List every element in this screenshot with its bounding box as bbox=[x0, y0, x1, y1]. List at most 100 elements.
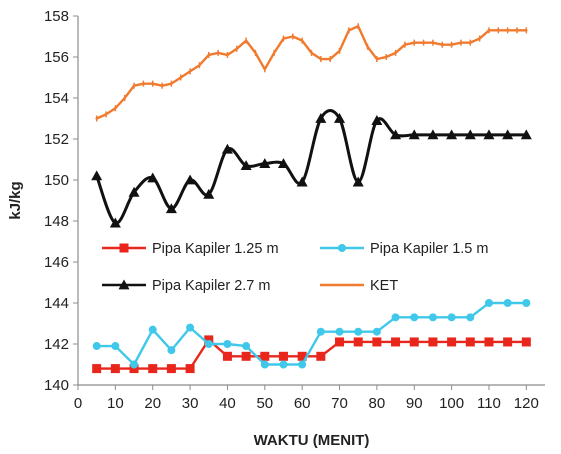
data-point-pipa-kapiler-2-7-m bbox=[427, 129, 439, 140]
series-ket bbox=[95, 23, 528, 122]
data-point-pipa-kapiler-1-25-m bbox=[260, 351, 270, 361]
data-point-pipa-kapiler-1-5-m bbox=[335, 327, 344, 336]
x-tick-label: 10 bbox=[107, 395, 124, 412]
data-point-pipa-kapiler-2-7-m bbox=[91, 170, 103, 181]
data-point-pipa-kapiler-2-7-m bbox=[147, 172, 159, 183]
legend-item-ket: KET bbox=[320, 278, 398, 294]
data-point-pipa-kapiler-1-25-m bbox=[335, 337, 345, 347]
y-tick-label: 146 bbox=[44, 254, 69, 271]
data-point-pipa-kapiler-2-7-m bbox=[371, 115, 383, 125]
legend-item-pipa-kapiler-1-25-m: Pipa Kapiler 1.25 m bbox=[102, 241, 279, 257]
data-point-pipa-kapiler-1-5-m bbox=[428, 313, 437, 322]
y-tick-label: 144 bbox=[44, 295, 69, 312]
series-line-pipa-kapiler-2-7-m bbox=[95, 109, 528, 225]
legend-swatch-marker bbox=[118, 279, 130, 290]
legend-swatch-marker bbox=[338, 244, 346, 252]
y-tick-label: 158 bbox=[44, 8, 69, 25]
data-point-pipa-kapiler-2-7-m bbox=[352, 176, 364, 187]
y-tick-label: 150 bbox=[44, 172, 69, 189]
data-point-pipa-kapiler-2-7-m bbox=[334, 113, 346, 123]
data-point-pipa-kapiler-1-25-m bbox=[353, 337, 363, 347]
data-point-pipa-kapiler-1-5-m bbox=[484, 299, 493, 307]
x-tick-label: 40 bbox=[219, 395, 236, 412]
series-pipa-kapiler-1-25-m bbox=[92, 335, 531, 374]
data-point-pipa-kapiler-2-7-m bbox=[259, 158, 271, 168]
data-point-pipa-kapiler-2-7-m bbox=[184, 174, 196, 185]
x-tick-label: 110 bbox=[477, 395, 501, 412]
data-point-pipa-kapiler-1-5-m bbox=[503, 299, 512, 307]
y-tick-label: 142 bbox=[44, 336, 69, 353]
data-point-pipa-kapiler-1-25-m bbox=[92, 364, 102, 374]
data-point-pipa-kapiler-2-7-m bbox=[203, 188, 215, 199]
data-point-pipa-kapiler-1-25-m bbox=[148, 364, 158, 374]
data-point-pipa-kapiler-1-5-m bbox=[204, 340, 213, 348]
data-point-pipa-kapiler-1-5-m bbox=[372, 327, 381, 336]
y-tick-label: 154 bbox=[44, 90, 69, 107]
legend-label: Pipa Kapiler 1.25 m bbox=[152, 241, 279, 257]
data-point-pipa-kapiler-2-7-m bbox=[408, 129, 420, 140]
x-axis-title: WAKTU (MENIT) bbox=[254, 432, 370, 449]
data-point-pipa-kapiler-1-5-m bbox=[111, 342, 120, 351]
data-point-pipa-kapiler-1-25-m bbox=[521, 337, 531, 347]
data-point-pipa-kapiler-2-7-m bbox=[296, 176, 308, 187]
data-point-pipa-kapiler-1-25-m bbox=[428, 337, 438, 347]
data-point-pipa-kapiler-1-5-m bbox=[223, 340, 232, 348]
data-point-pipa-kapiler-1-25-m bbox=[110, 364, 120, 374]
data-point-pipa-kapiler-1-25-m bbox=[185, 364, 195, 374]
data-point-pipa-kapiler-1-5-m bbox=[410, 313, 419, 322]
data-point-pipa-kapiler-1-5-m bbox=[130, 360, 139, 369]
data-point-pipa-kapiler-2-7-m bbox=[128, 186, 140, 197]
data-point-pipa-kapiler-1-25-m bbox=[166, 364, 176, 374]
x-tick-label: 120 bbox=[514, 395, 539, 412]
data-point-pipa-kapiler-2-7-m bbox=[502, 129, 514, 140]
data-point-pipa-kapiler-1-5-m bbox=[354, 327, 363, 336]
data-point-pipa-kapiler-2-7-m bbox=[315, 113, 327, 123]
series-line-ket bbox=[95, 25, 528, 120]
legend-label: Pipa Kapiler 1.5 m bbox=[370, 241, 488, 257]
data-point-pipa-kapiler-1-5-m bbox=[92, 342, 101, 351]
legend-swatch-marker bbox=[119, 243, 129, 253]
data-point-pipa-kapiler-1-5-m bbox=[447, 313, 456, 322]
legend-item-pipa-kapiler-1-5-m: Pipa Kapiler 1.5 m bbox=[320, 241, 488, 257]
data-point-pipa-kapiler-1-5-m bbox=[242, 342, 251, 351]
data-point-pipa-kapiler-1-25-m bbox=[129, 364, 139, 374]
data-point-pipa-kapiler-2-7-m bbox=[446, 129, 458, 140]
legend-label: KET bbox=[370, 278, 398, 294]
legend: Pipa Kapiler 1.25 m Pipa Kapiler 1.5 m Pip… bbox=[102, 241, 488, 294]
y-tick-label: 152 bbox=[44, 131, 69, 148]
data-point-pipa-kapiler-1-25-m bbox=[503, 337, 513, 347]
data-point-pipa-kapiler-2-7-m bbox=[240, 160, 252, 171]
x-tick-label: 20 bbox=[144, 395, 161, 412]
data-point-pipa-kapiler-1-5-m bbox=[298, 360, 307, 369]
data-point-pipa-kapiler-1-5-m bbox=[391, 313, 400, 322]
x-tick-label: 60 bbox=[294, 395, 311, 412]
data-point-pipa-kapiler-2-7-m bbox=[165, 203, 177, 214]
data-point-pipa-kapiler-1-5-m bbox=[316, 327, 325, 336]
legend-label: Pipa Kapiler 2.7 m bbox=[152, 278, 270, 294]
data-point-pipa-kapiler-1-25-m bbox=[372, 337, 382, 347]
data-point-pipa-kapiler-1-5-m bbox=[279, 360, 288, 369]
data-point-pipa-kapiler-1-25-m bbox=[391, 337, 401, 347]
data-point-pipa-kapiler-1-5-m bbox=[466, 313, 475, 322]
y-tick-label: 148 bbox=[44, 213, 69, 230]
data-point-pipa-kapiler-1-5-m bbox=[522, 299, 531, 307]
y-tick-label: 140 bbox=[44, 377, 69, 394]
x-tick-label: 100 bbox=[439, 395, 464, 412]
data-point-pipa-kapiler-1-5-m bbox=[148, 325, 157, 334]
series-pipa-kapiler-1-5-m bbox=[92, 299, 531, 369]
x-tick-label: 90 bbox=[406, 395, 423, 412]
data-point-pipa-kapiler-2-7-m bbox=[109, 217, 121, 228]
data-point-pipa-kapiler-1-25-m bbox=[484, 337, 494, 347]
data-point-pipa-kapiler-1-25-m bbox=[465, 337, 475, 347]
data-point-pipa-kapiler-1-25-m bbox=[297, 351, 307, 361]
x-tick-label: 30 bbox=[182, 395, 199, 412]
series-pipa-kapiler-2-7-m bbox=[91, 109, 532, 228]
x-tick-label: 70 bbox=[331, 395, 348, 412]
data-point-pipa-kapiler-2-7-m bbox=[464, 129, 476, 140]
y-tick-label: 156 bbox=[44, 49, 69, 66]
data-point-pipa-kapiler-2-7-m bbox=[390, 129, 402, 140]
data-point-pipa-kapiler-1-25-m bbox=[409, 337, 419, 347]
axes: 140 142 144 146 148 150 152 154 156 158 0 10 20 30 40 5… bbox=[44, 8, 545, 412]
series-line-pipa-kapiler-1-25-m bbox=[95, 338, 528, 370]
